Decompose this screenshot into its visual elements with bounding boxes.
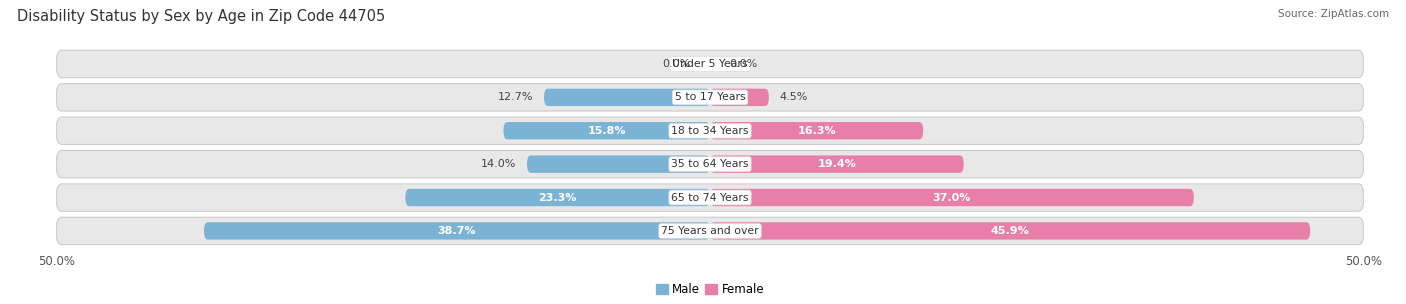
FancyBboxPatch shape [204,222,710,240]
FancyBboxPatch shape [56,84,1364,111]
Text: 19.4%: 19.4% [817,159,856,169]
FancyBboxPatch shape [56,117,1364,144]
Text: 23.3%: 23.3% [538,192,576,202]
Text: 37.0%: 37.0% [932,192,972,202]
Text: 35 to 64 Years: 35 to 64 Years [671,159,749,169]
Text: 12.7%: 12.7% [498,92,533,102]
Text: 14.0%: 14.0% [481,159,516,169]
Text: 38.7%: 38.7% [437,226,477,236]
FancyBboxPatch shape [710,222,1310,240]
FancyBboxPatch shape [56,150,1364,178]
FancyBboxPatch shape [544,89,710,106]
FancyBboxPatch shape [56,217,1364,245]
FancyBboxPatch shape [503,122,710,140]
Text: 75 Years and over: 75 Years and over [661,226,759,236]
Text: 65 to 74 Years: 65 to 74 Years [671,192,749,202]
Legend: Male, Female: Male, Female [651,278,769,300]
FancyBboxPatch shape [710,89,769,106]
FancyBboxPatch shape [710,155,963,173]
Text: Source: ZipAtlas.com: Source: ZipAtlas.com [1278,9,1389,19]
Text: 0.0%: 0.0% [662,59,690,69]
Text: 15.8%: 15.8% [588,126,626,136]
FancyBboxPatch shape [527,155,710,173]
Text: 4.5%: 4.5% [779,92,807,102]
Text: 18 to 34 Years: 18 to 34 Years [671,126,749,136]
FancyBboxPatch shape [710,122,924,140]
FancyBboxPatch shape [56,50,1364,78]
FancyBboxPatch shape [710,189,1194,206]
Text: 5 to 17 Years: 5 to 17 Years [675,92,745,102]
Text: 16.3%: 16.3% [797,126,837,136]
Text: 45.9%: 45.9% [991,226,1029,236]
Text: Under 5 Years: Under 5 Years [672,59,748,69]
Text: 0.0%: 0.0% [730,59,758,69]
Text: Disability Status by Sex by Age in Zip Code 44705: Disability Status by Sex by Age in Zip C… [17,9,385,24]
FancyBboxPatch shape [405,189,710,206]
FancyBboxPatch shape [56,184,1364,211]
